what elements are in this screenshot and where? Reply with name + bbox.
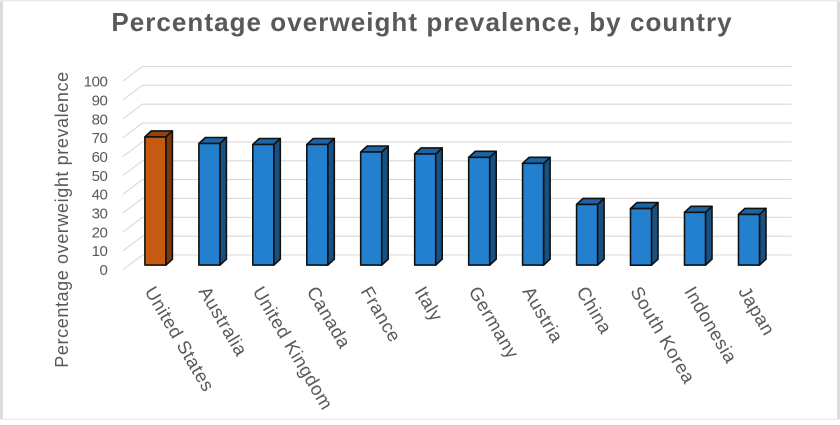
svg-text:90: 90 [92, 93, 108, 110]
svg-text:Percentage overweight prevalen: Percentage overweight prevalence, by cou… [111, 7, 732, 37]
svg-text:20: 20 [92, 224, 108, 241]
svg-text:50: 50 [92, 168, 108, 185]
svg-text:10: 10 [92, 243, 108, 260]
svg-text:60: 60 [92, 149, 108, 166]
svg-text:Percentage overweight prevalen: Percentage overweight prevalence [52, 71, 72, 367]
svg-text:0: 0 [100, 262, 108, 279]
svg-text:40: 40 [92, 187, 108, 204]
svg-text:30: 30 [92, 206, 108, 223]
svg-text:100: 100 [84, 74, 108, 91]
svg-text:80: 80 [92, 111, 108, 128]
svg-text:70: 70 [92, 130, 108, 147]
